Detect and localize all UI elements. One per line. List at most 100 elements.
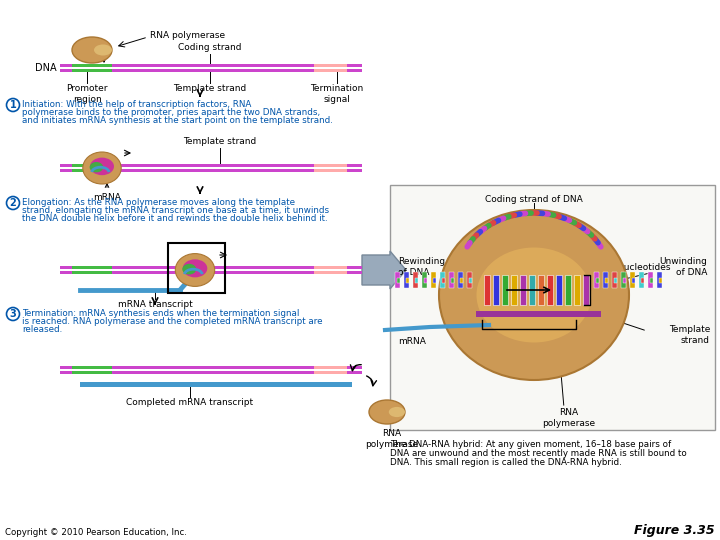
Bar [404,272,409,288]
Text: Completed mRNA transcript: Completed mRNA transcript [127,398,253,407]
Bar [442,278,445,283]
Ellipse shape [182,264,197,274]
Text: RNA nucleotides: RNA nucleotides [595,262,670,286]
Bar [484,275,490,305]
Bar [603,272,608,288]
Text: Termination
signal: Termination signal [310,84,364,104]
Bar [314,168,347,172]
Bar [493,275,499,305]
Circle shape [6,197,19,210]
Ellipse shape [89,162,103,172]
Bar [476,311,601,317]
FancyArrow shape [362,251,406,289]
Bar [596,278,599,283]
Bar [529,275,535,305]
Bar [72,168,112,172]
Ellipse shape [183,259,207,278]
Bar [60,271,362,274]
Bar [422,272,427,288]
Text: Direction of
transcription: Direction of transcription [447,280,502,300]
Bar [314,266,347,269]
Bar [538,275,544,305]
Bar [406,278,409,283]
Bar [511,275,517,305]
Bar [621,272,626,288]
Bar [614,278,617,283]
Bar [395,272,400,288]
Bar [413,272,418,288]
Bar [612,272,617,288]
Text: polymerase binds to the promoter, pries apart the two DNA strands,: polymerase binds to the promoter, pries … [22,108,320,117]
Bar [60,266,362,269]
Text: is reached. RNA polymerase and the completed mRNA transcript are: is reached. RNA polymerase and the compl… [22,317,323,326]
Bar [314,366,347,369]
Bar [556,275,562,305]
Text: the DNA double helix before it and rewinds the double helix behind it.: the DNA double helix before it and rewin… [22,214,328,223]
Text: RNA
polymerase: RNA polymerase [542,408,595,428]
Bar [623,278,626,283]
Text: Promoter
region: Promoter region [66,84,108,104]
Bar [72,371,112,374]
Text: 3: 3 [9,309,17,319]
Bar [72,366,112,369]
Bar [60,371,362,374]
Bar [469,278,472,283]
Bar [458,272,463,288]
Bar [648,272,653,288]
Bar [60,164,362,167]
Bar [60,64,362,68]
Text: DNA are unwound and the most recently made RNA is still bound to: DNA are unwound and the most recently ma… [390,449,687,458]
Bar [314,64,347,68]
Text: mRNA: mRNA [93,184,121,202]
Bar [520,275,526,305]
Bar [460,278,463,283]
Bar [449,272,454,288]
Bar [630,272,635,288]
Text: mRNA: mRNA [398,336,426,346]
Text: Rewinding
of DNA: Rewinding of DNA [398,257,445,277]
Bar [60,366,362,369]
Bar [440,272,445,288]
Text: RNA
polymerase: RNA polymerase [366,429,418,449]
Bar [60,168,362,172]
Ellipse shape [477,247,592,342]
Bar [72,266,112,269]
Text: Template
strand: Template strand [669,325,710,345]
Bar [168,243,225,293]
Text: 2: 2 [9,198,17,208]
Bar [641,278,644,283]
Ellipse shape [83,152,121,184]
Text: Copyright © 2010 Pearson Education, Inc.: Copyright © 2010 Pearson Education, Inc. [5,528,187,537]
Bar [397,278,400,283]
Bar [502,275,508,305]
Text: Coding strand of DNA: Coding strand of DNA [485,194,583,204]
Bar [583,275,589,305]
Text: DNA. This small region is called the DNA-RNA hybrid.: DNA. This small region is called the DNA… [390,458,622,467]
Bar [605,278,608,283]
Text: Template strand: Template strand [174,84,247,93]
Ellipse shape [94,44,112,56]
Circle shape [6,98,19,111]
Ellipse shape [72,37,112,63]
Ellipse shape [439,210,629,380]
Bar [72,64,112,68]
Bar [451,278,454,283]
Bar [659,278,662,283]
Bar [431,272,436,288]
Text: The DNA-RNA hybrid: At any given moment, 16–18 base pairs of: The DNA-RNA hybrid: At any given moment,… [390,440,671,449]
Bar [467,272,472,288]
Text: mRNA transcript: mRNA transcript [117,300,192,309]
Text: Unwinding
of DNA: Unwinding of DNA [659,257,707,277]
Text: 1: 1 [9,100,17,110]
Bar [72,69,112,72]
Text: Figure 3.35: Figure 3.35 [634,524,715,537]
Text: strand, elongating the mRNA transcript one base at a time, it unwinds: strand, elongating the mRNA transcript o… [22,206,329,215]
Text: released.: released. [22,325,62,334]
Text: DNA: DNA [35,63,57,73]
Text: DNA-RNA hybrid region: DNA-RNA hybrid region [479,332,580,341]
Bar [390,185,715,430]
Bar [547,275,553,305]
Text: Template strand: Template strand [184,137,256,146]
Bar [594,272,599,288]
Bar [314,164,347,167]
